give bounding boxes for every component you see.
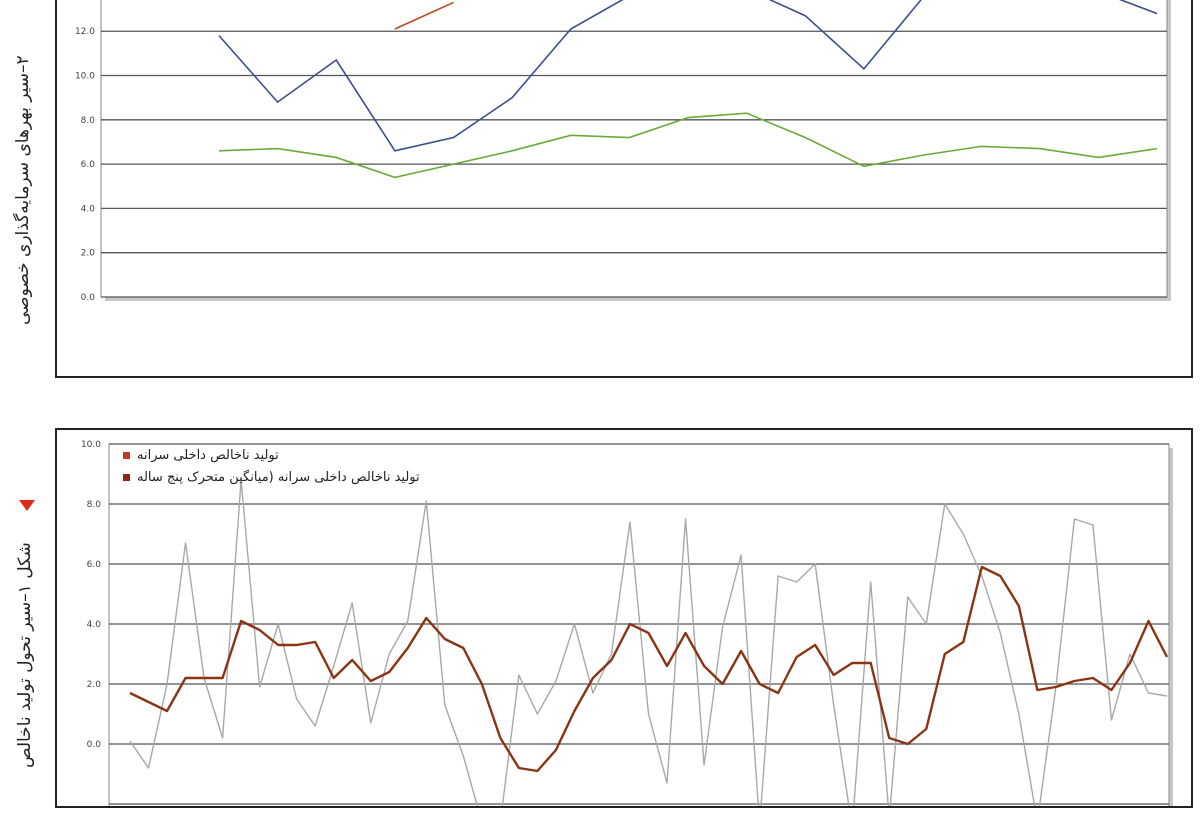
- series-line-2: [394, 1, 454, 30]
- y-tick-label: 6.0: [81, 160, 96, 170]
- legend-label: تولید ناخالص داخلی سرانه (میانگین متحرک …: [137, 469, 420, 485]
- y-tick-label: 2.0: [87, 680, 102, 690]
- bottom-chart-side-title: شکل ۱–سیر تحول تولید ناخالص: [15, 542, 35, 768]
- top-chart-panel: 0.02.04.06.08.010.012.019981999200020012…: [55, 0, 1193, 378]
- series-line-0: [129, 479, 1168, 806]
- legend-marker-icon: [123, 474, 130, 481]
- y-tick-label: 8.0: [81, 116, 96, 126]
- bottom-line-chart: 10.0 8.0 6.0 4.0 2.0 0.0 تولید ناخالص داخلی سر…: [81, 440, 1173, 806]
- y-tick-label: 12.0: [75, 27, 95, 37]
- series-line-1: [218, 112, 1158, 179]
- y-tick-label: 4.0: [81, 204, 96, 214]
- y-tick-label: 10.0: [81, 440, 101, 450]
- series-segment: [394, 1, 454, 30]
- y-tick-label: 0.0: [81, 293, 96, 303]
- series-segment: [218, 112, 1158, 179]
- series-line-0: [218, 0, 1158, 152]
- y-tick-label: 10.0: [75, 72, 95, 82]
- top-line-chart: 0.02.04.06.08.010.012.019981999200020012…: [75, 0, 1171, 303]
- series-line-1: [129, 565, 1169, 773]
- y-tick-label: 6.0: [87, 560, 102, 570]
- y-tick-label: 0.0: [87, 740, 102, 750]
- legend-item: تولید ناخالص داخلی سرانه (میانگین متحرک …: [123, 469, 420, 485]
- legend-item: تولید ناخالص داخلی سرانه: [123, 448, 279, 463]
- plot-area: [108, 443, 1170, 806]
- y-tick-label: 4.0: [87, 620, 102, 630]
- bottom-chart-panel: 10.0 8.0 6.0 4.0 2.0 0.0 تولید ناخالص داخلی سر…: [55, 428, 1193, 808]
- red-arrow-icon: [19, 500, 35, 511]
- y-tick-label: 2.0: [81, 249, 96, 259]
- legend-marker-icon: [123, 452, 130, 459]
- y-tick-label: 8.0: [87, 500, 102, 510]
- legend-label: تولید ناخالص داخلی سرانه: [137, 448, 279, 463]
- top-chart-side-title: ۲–سیر بهرهای سرمایه‌گذاری خصوصی: [13, 55, 33, 325]
- series-segment: [218, 0, 1158, 152]
